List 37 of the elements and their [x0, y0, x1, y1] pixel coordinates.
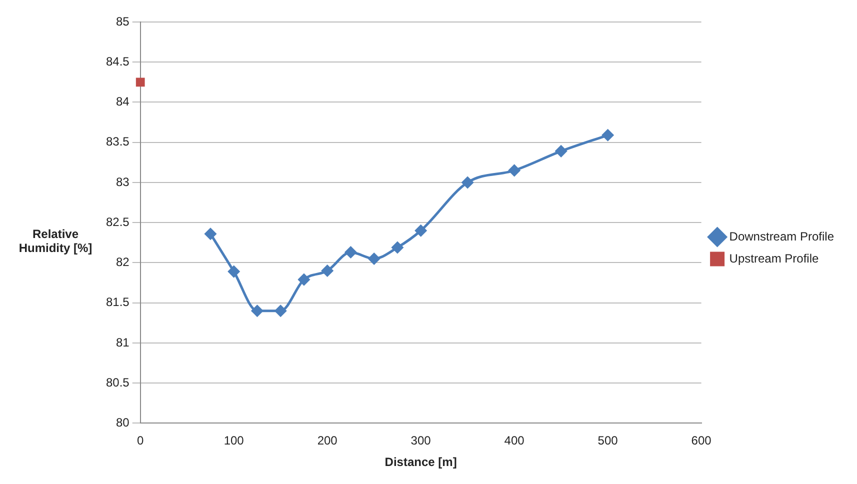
legend-label: Upstream Profile	[729, 251, 819, 266]
point	[298, 274, 310, 286]
x-axis-title: Distance [m]	[384, 455, 457, 470]
point	[392, 242, 404, 254]
y-tick-label: 80.5	[106, 375, 130, 390]
y-tick-label: 84	[116, 94, 130, 109]
point	[251, 305, 263, 317]
x-tick-label: 300	[410, 434, 432, 448]
legend-label: Downstream Profile	[729, 229, 834, 244]
point	[368, 252, 380, 264]
point	[204, 228, 216, 240]
point	[508, 164, 520, 176]
y-tick-label: 84.5	[106, 54, 130, 68]
point	[602, 129, 614, 141]
point	[555, 145, 567, 157]
point	[228, 266, 240, 278]
y-tick-label: 83	[116, 174, 130, 189]
x-tick-label: 400	[504, 434, 525, 448]
point	[415, 224, 427, 236]
point	[136, 78, 145, 87]
y-tick-label: 82	[116, 255, 130, 270]
point	[274, 305, 286, 317]
y-tick-label: 83.5	[106, 134, 130, 149]
y-tick-label: 80	[116, 416, 130, 430]
x-tick-label: 0	[137, 434, 144, 448]
point	[344, 246, 356, 258]
point	[462, 176, 474, 188]
y-tick-label: 82.5	[106, 214, 130, 229]
x-tick-label: 600	[691, 434, 712, 448]
x-tick-label: 200	[317, 434, 338, 448]
y-tick-label: 81	[116, 335, 130, 350]
point	[322, 264, 334, 276]
x-tick-label: 500	[598, 434, 618, 448]
y-axis-title: Relative Humidity [%]	[18, 227, 94, 255]
y-tick-label: 85	[116, 14, 130, 28]
x-tick-label: 100	[224, 434, 244, 448]
y-tick-label: 81.5	[106, 295, 130, 310]
